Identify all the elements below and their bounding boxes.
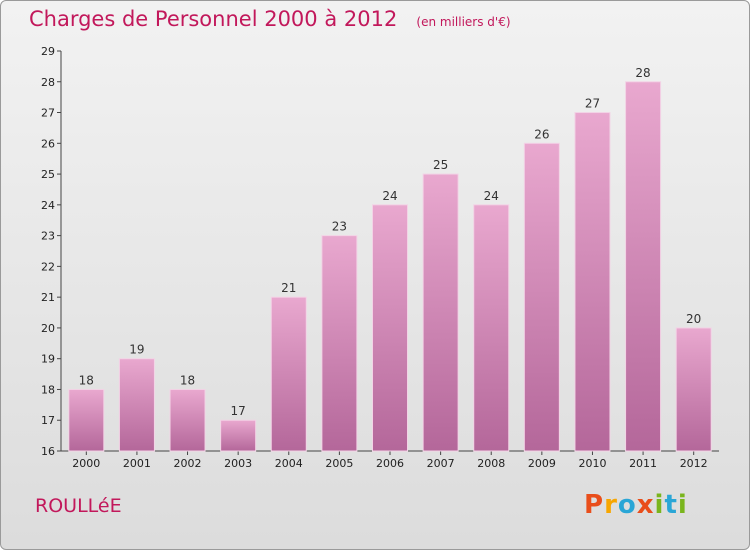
value-label-2005: 23 xyxy=(332,220,347,234)
bar-2011 xyxy=(625,81,662,452)
value-label-2009: 26 xyxy=(534,127,549,141)
y-tick-label: 19 xyxy=(41,353,55,366)
bar-2004 xyxy=(270,296,307,452)
value-labels: 18 19 18 17 21 23 24 25 24 26 27 28 20 xyxy=(79,66,702,418)
y-tick-label: 23 xyxy=(41,230,55,243)
y-tick-label: 17 xyxy=(41,414,55,427)
value-label-2003: 17 xyxy=(231,404,246,418)
logo-letter: t xyxy=(664,490,678,520)
chart-title: Charges de Personnel 2000 à 2012 xyxy=(29,7,398,31)
bar-2009 xyxy=(523,142,560,452)
bar-2005 xyxy=(321,235,358,452)
value-label-2002: 18 xyxy=(180,373,195,387)
value-label-2000: 18 xyxy=(79,373,94,387)
x-axis: 2000 2001 2002 2003 2004 2005 2006 2007 2008 2009… xyxy=(61,450,719,470)
y-axis: 16 17 18 19 20 21 22 23 24 25 26 27 28 29 xyxy=(41,45,62,458)
logo-letter: x xyxy=(636,490,655,520)
x-tick-label-2011: 2011 xyxy=(629,457,657,470)
logo-letter: P xyxy=(584,490,605,520)
y-tick-label: 26 xyxy=(41,137,55,150)
value-label-2011: 28 xyxy=(635,66,650,80)
bar-2003 xyxy=(220,419,257,452)
x-tick-label-2002: 2002 xyxy=(174,457,202,470)
title-row: Charges de Personnel 2000 à 2012 (en mil… xyxy=(29,7,511,31)
x-tick-label-2001: 2001 xyxy=(123,457,151,470)
y-tick-label: 16 xyxy=(41,445,55,458)
bar-2012 xyxy=(675,327,712,452)
value-label-2001: 19 xyxy=(129,343,144,357)
value-label-2008: 24 xyxy=(484,189,499,203)
bar-2007 xyxy=(422,173,459,452)
bar-2001 xyxy=(118,358,155,452)
y-tick-label: 21 xyxy=(41,291,55,304)
logo-letter: r xyxy=(604,490,618,520)
y-tick-label: 20 xyxy=(41,322,55,335)
value-label-2004: 21 xyxy=(281,281,296,295)
chart-subtitle: (en milliers d'€) xyxy=(416,15,511,29)
bar-2006 xyxy=(372,204,408,452)
value-label-2006: 24 xyxy=(382,189,397,203)
value-label-2010: 27 xyxy=(585,97,600,111)
x-tick-label-2004: 2004 xyxy=(275,457,303,470)
x-tick-label-2000: 2000 xyxy=(72,457,100,470)
x-tick-label-2008: 2008 xyxy=(477,457,505,470)
x-tick-label-2003: 2003 xyxy=(224,457,252,470)
proxiti-logo[interactable]: Proxiti xyxy=(584,490,688,520)
x-tick-label-2009: 2009 xyxy=(528,457,556,470)
x-tick-label-2006: 2006 xyxy=(376,457,404,470)
x-tick-label-2007: 2007 xyxy=(427,457,455,470)
y-tick-label: 22 xyxy=(41,260,55,273)
logo-letter: i xyxy=(677,490,688,520)
commune-name: ROULLéE xyxy=(35,495,122,517)
y-tick-label: 29 xyxy=(41,45,55,58)
y-tick-label: 18 xyxy=(41,383,55,396)
y-tick-label: 28 xyxy=(41,76,55,89)
bar-2002 xyxy=(169,388,206,452)
logo-letter: o xyxy=(617,490,637,520)
x-tick-label-2005: 2005 xyxy=(325,457,353,470)
value-label-2012: 20 xyxy=(686,312,701,326)
x-tick-label-2012: 2012 xyxy=(680,457,708,470)
logo-letter: i xyxy=(654,490,665,520)
bar-2008 xyxy=(473,204,510,452)
bar-2010 xyxy=(574,112,611,452)
y-tick-label: 24 xyxy=(41,199,55,212)
bar-2000 xyxy=(68,388,105,452)
x-tick-label-2010: 2010 xyxy=(578,457,606,470)
y-tick-label: 25 xyxy=(41,168,55,181)
value-label-2007: 25 xyxy=(433,158,448,172)
bars xyxy=(68,81,712,452)
y-tick-label: 27 xyxy=(41,107,55,120)
